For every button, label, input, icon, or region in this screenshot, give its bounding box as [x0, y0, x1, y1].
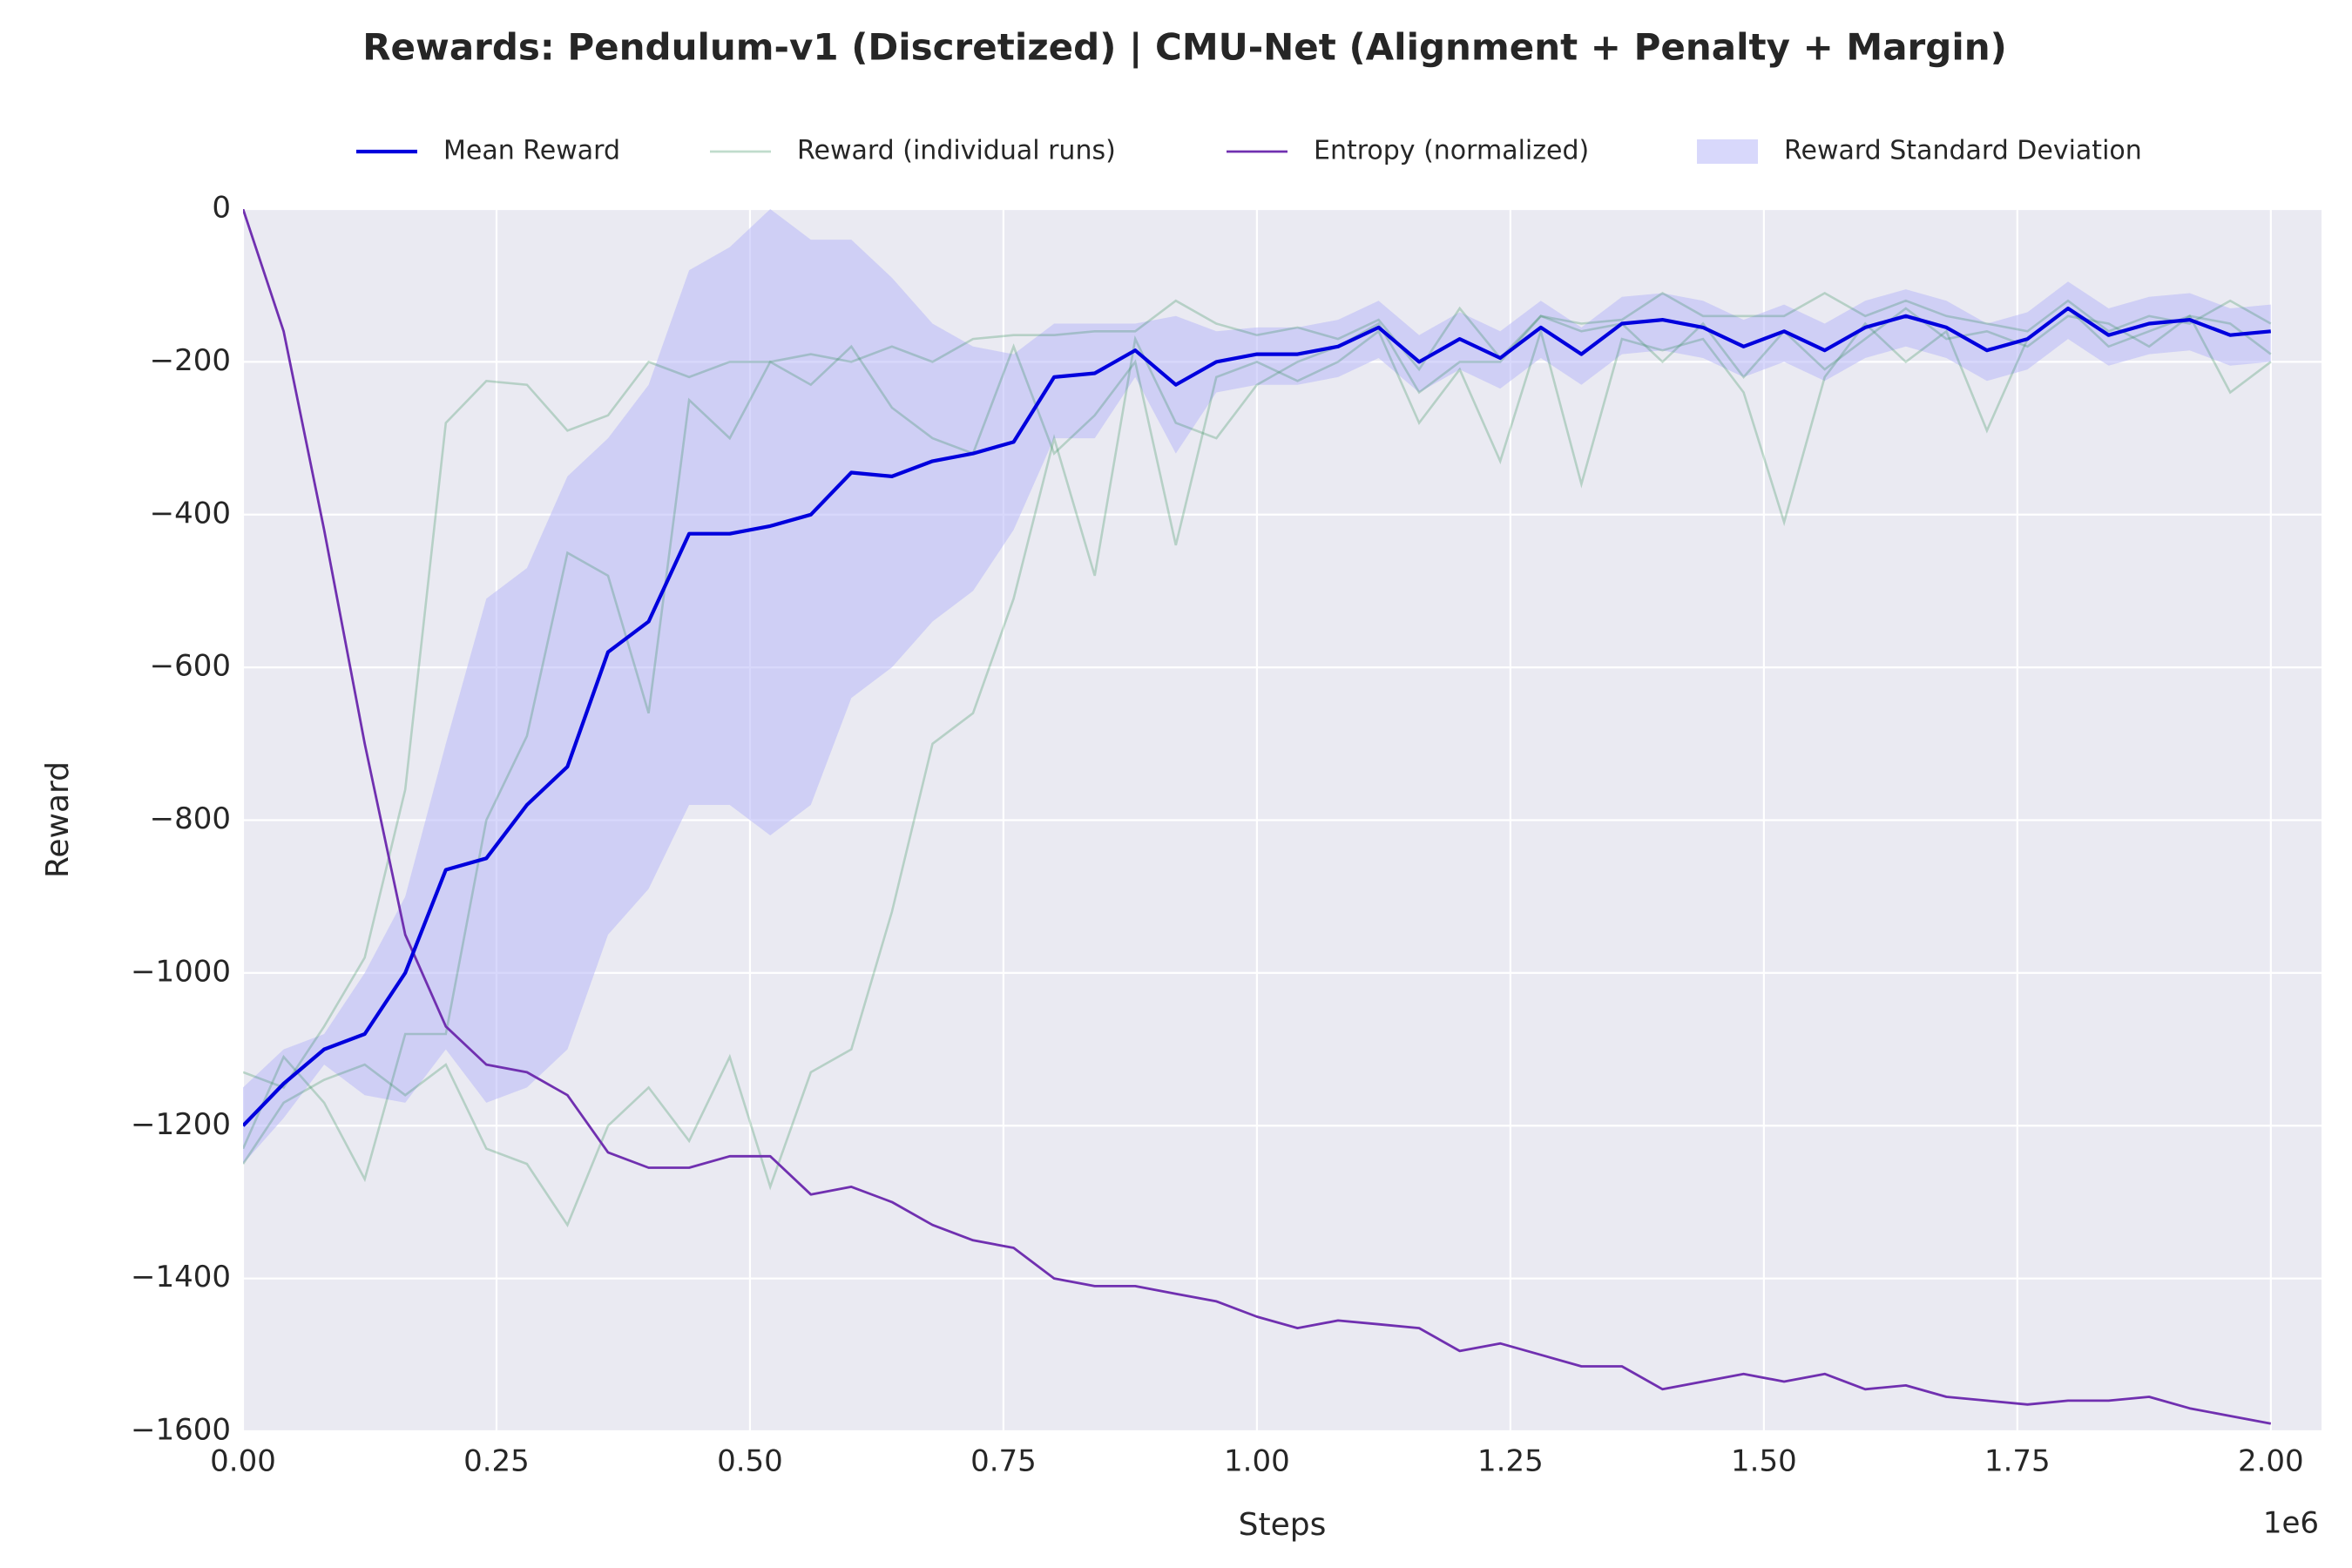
x-tick-label: 1.00 [1224, 1444, 1290, 1479]
plot-layer [243, 209, 2272, 1425]
legend-label: Reward (individual runs) [797, 136, 1116, 166]
y-tick-label: −400 [150, 496, 231, 531]
y-tick-label: −1000 [131, 954, 231, 989]
entropy-line [243, 209, 2272, 1425]
x-offset-label: 1e6 [2263, 1506, 2319, 1541]
run-line [243, 307, 2272, 1227]
y-axis-label: Reward [40, 761, 76, 878]
run-line [243, 291, 2272, 1089]
x-axis-label: Steps [1239, 1507, 1327, 1543]
std-band [243, 209, 2271, 1165]
y-tick-label: −200 [150, 343, 231, 378]
x-tick-label: 1.50 [1731, 1444, 1797, 1479]
y-tick-label: −1400 [131, 1260, 231, 1294]
y-tick-label: −1200 [131, 1107, 231, 1142]
x-tick-label: 0.50 [717, 1444, 783, 1479]
chart-title: Rewards: Pendulum-v1 (Discretized) | CMU… [362, 26, 2007, 69]
legend-label: Reward Standard Deviation [1784, 136, 2142, 166]
x-tick-label: 2.00 [2238, 1444, 2304, 1479]
y-tick-label: −800 [150, 801, 231, 836]
run-line [243, 307, 2272, 1183]
legend-label: Mean Reward [443, 136, 620, 166]
y-tick-label: −1600 [131, 1413, 231, 1448]
x-tick-label: 0.25 [463, 1444, 530, 1479]
x-tick-label: 1.25 [1477, 1444, 1544, 1479]
legend-swatch [1697, 139, 1758, 164]
x-tick-label: 0.75 [970, 1444, 1037, 1479]
legend-label: Entropy (normalized) [1314, 136, 1589, 166]
y-tick-label: 0 [212, 191, 231, 226]
mean-line [243, 306, 2271, 1127]
y-tick-label: −600 [150, 649, 231, 684]
x-tick-label: 0.00 [210, 1444, 276, 1479]
x-tick-label: 1.75 [1984, 1444, 2051, 1479]
